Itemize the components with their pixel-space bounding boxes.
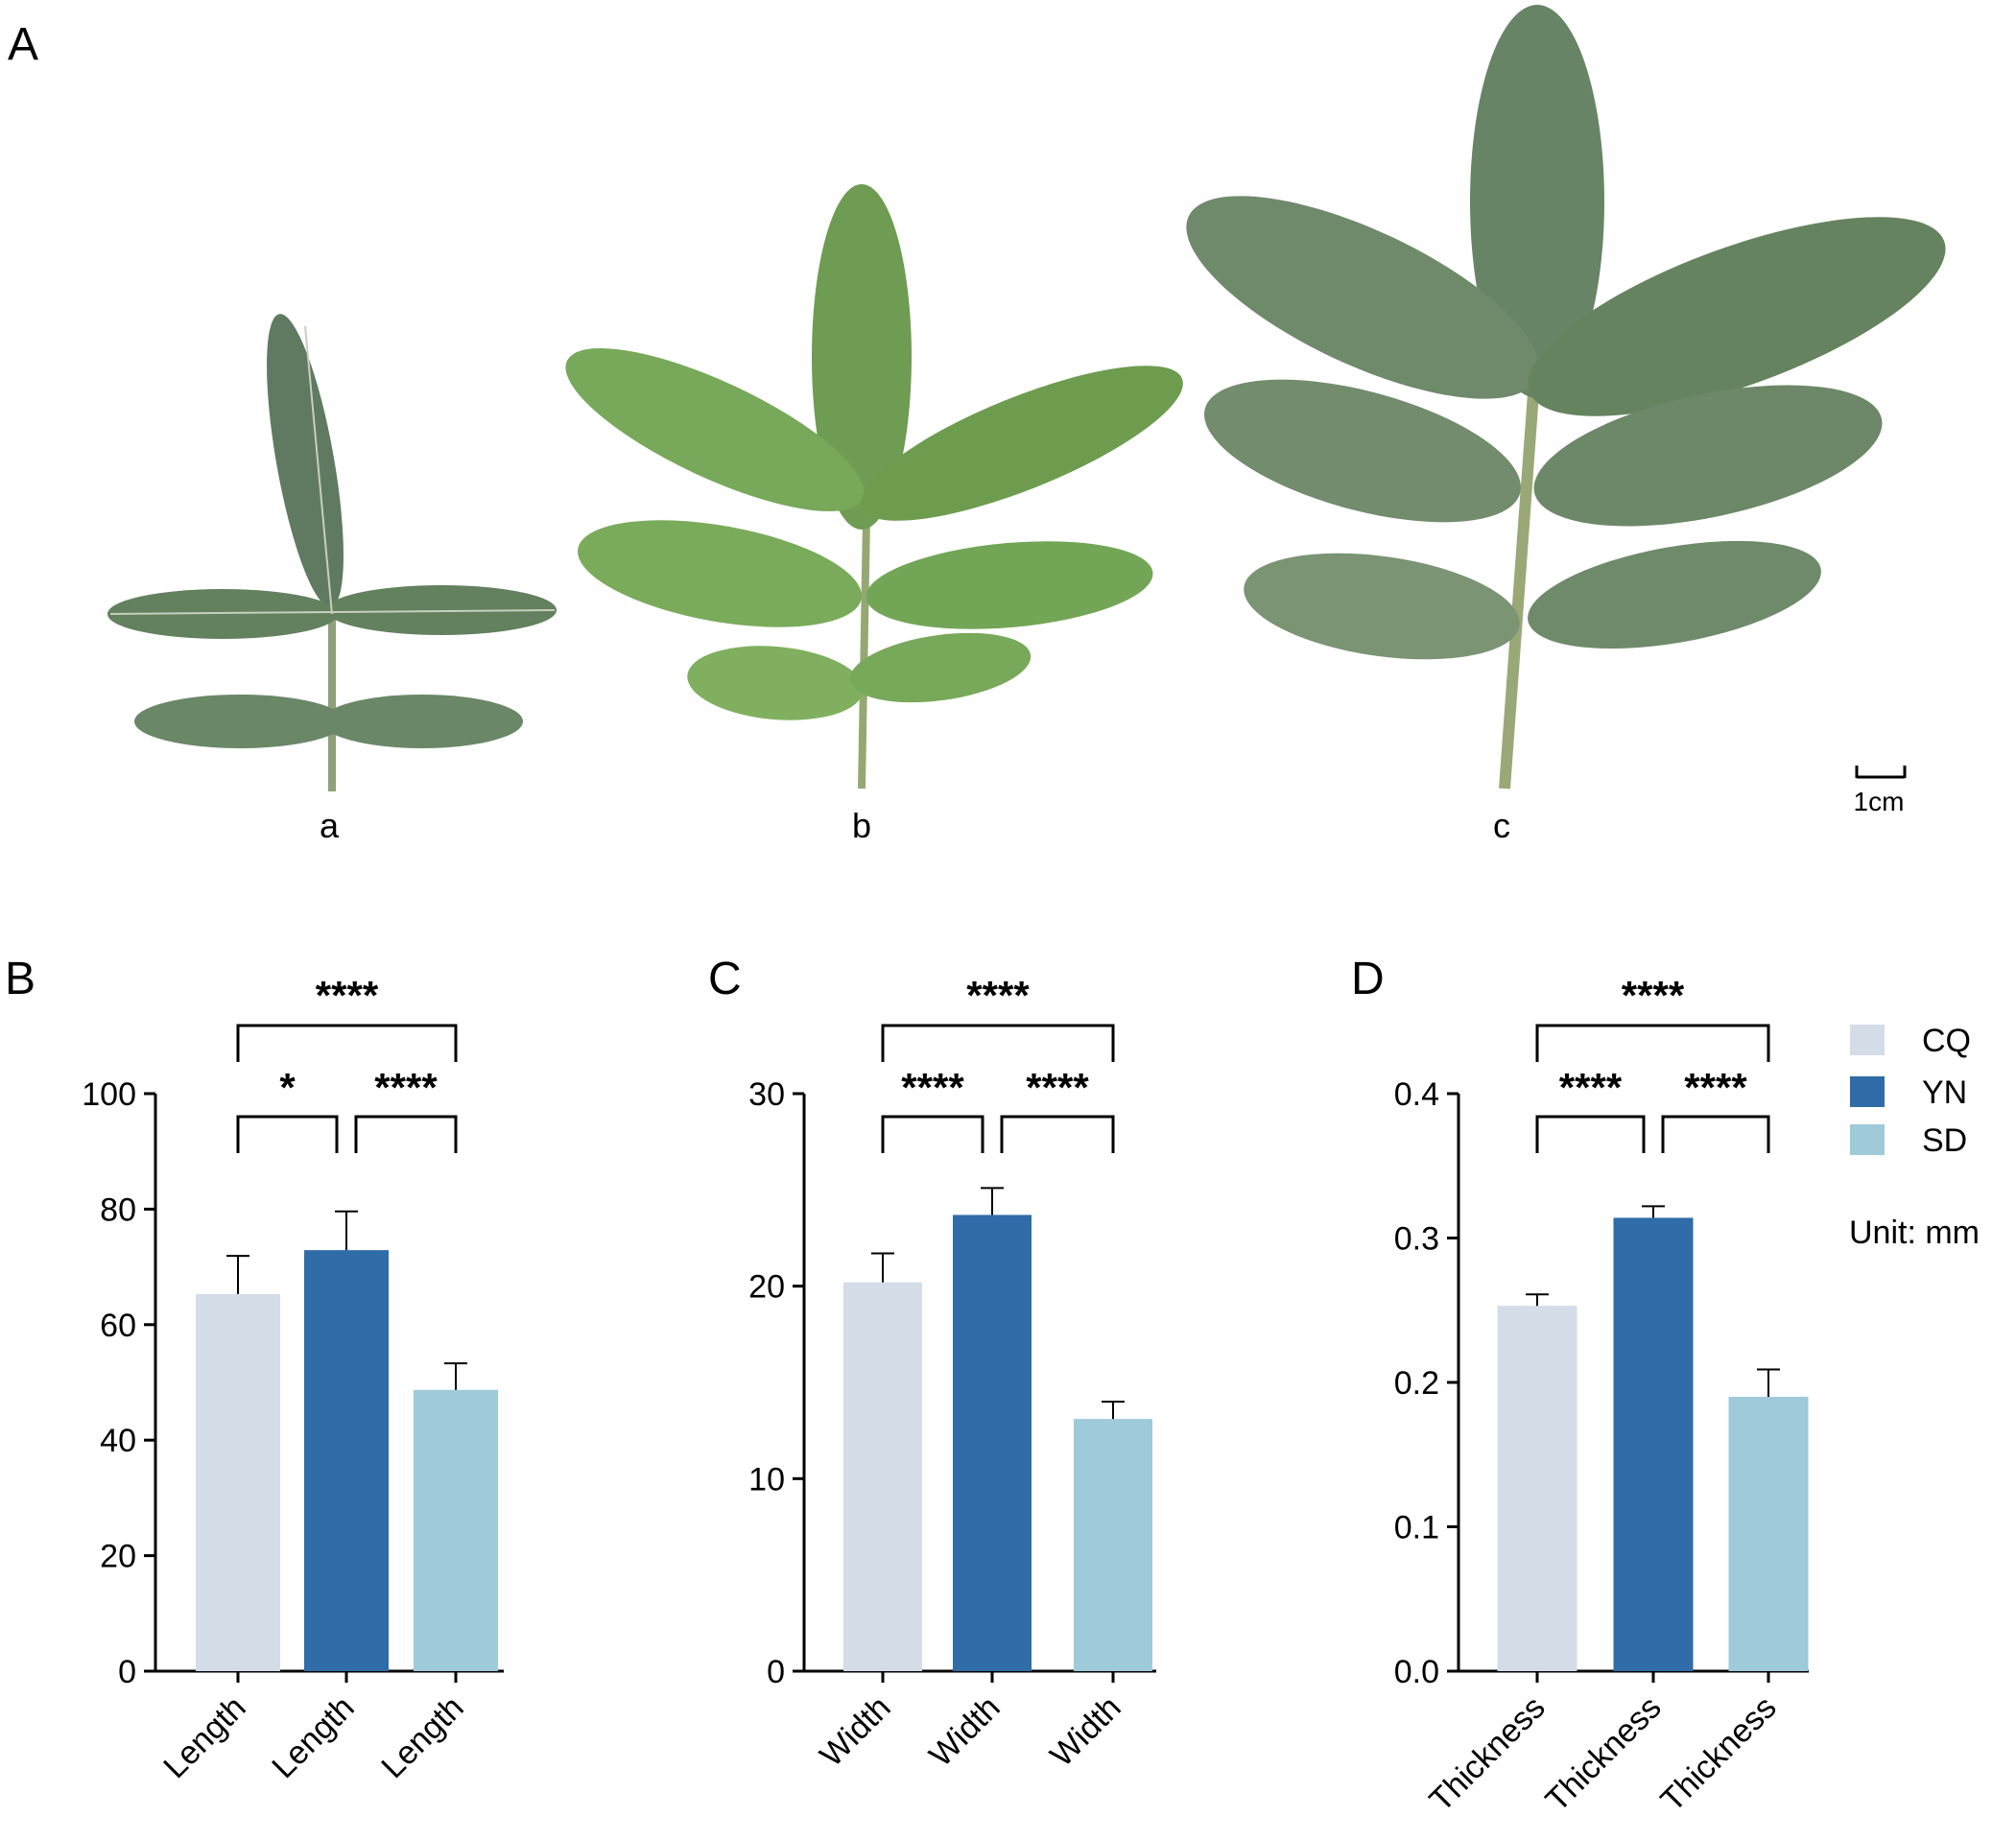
significance-label-c: ****	[901, 1065, 964, 1110]
significance-label-c: ****	[1026, 1065, 1089, 1110]
y-tick-label-d: 0.4	[1394, 1076, 1439, 1113]
leaf-b-leaflet-left-1	[565, 348, 865, 511]
y-tick-label-b: 40	[100, 1423, 136, 1459]
unit-label: Unit: mm	[1849, 1215, 1980, 1251]
y-tick-label-c: 30	[748, 1076, 785, 1113]
legend-swatch-cq	[1850, 1025, 1885, 1055]
significance-bracket-b	[236, 1024, 458, 1062]
leaf-label-c: c	[1493, 806, 1510, 845]
bar-d-sd	[1728, 1397, 1809, 1671]
legend-label-yn: YN	[1922, 1074, 1967, 1111]
leaf-a-leaflet-right-upper	[326, 585, 557, 635]
y-tick-label-b: 0	[118, 1654, 136, 1690]
x-tick-label-b: Length	[265, 1689, 361, 1785]
x-tick-label-d: Thickness	[1539, 1689, 1669, 1819]
leaf-c-leaflet-top	[1470, 5, 1604, 398]
panel-a: A a b	[8, 5, 1946, 845]
significance-bracket-d	[1535, 1115, 1646, 1153]
significance-bracket-d	[1535, 1024, 1770, 1062]
x-tick-label-d: Thickness	[1654, 1689, 1784, 1819]
significance-label-c: ****	[966, 973, 1030, 1018]
leaf-b-leaflet-right-1	[861, 366, 1183, 521]
leaf-c-leaflet-left-1	[1186, 196, 1539, 399]
chart-panel-c: C 0 10 20 30 Width Width Width **** **** ****	[708, 954, 1156, 1774]
bar-c-yn	[953, 1215, 1032, 1671]
y-tick-label-c: 20	[748, 1269, 785, 1306]
leaf-a-leaflet-right-lower	[321, 695, 523, 748]
chart-panel-d: D0.00.10.20.30.4ThicknessThicknessThickn…	[1351, 954, 1809, 1819]
y-tick-label-c: 10	[748, 1461, 785, 1498]
significance-label-b: *	[279, 1065, 296, 1110]
y-tick-label-c: 0	[767, 1654, 785, 1690]
leaf-b-leaflet-left-2	[578, 520, 862, 627]
bar-b-yn	[304, 1250, 389, 1671]
leaf-a-leaflet-left-upper	[107, 589, 338, 639]
bar-c-sd	[1074, 1419, 1152, 1671]
y-tick-label-b: 80	[100, 1191, 136, 1228]
x-tick-label-c: Width	[1043, 1689, 1127, 1774]
leaf-b-stem	[858, 517, 870, 790]
panel-c-label: C	[708, 954, 742, 1004]
leaf-label-a: a	[320, 806, 340, 845]
y-tick-label-d: 0.1	[1394, 1510, 1439, 1546]
significance-bracket-c	[1000, 1115, 1115, 1153]
leaf-image-a	[107, 314, 557, 791]
leaf-image-b	[565, 184, 1183, 790]
leaf-image-c	[1186, 5, 1946, 790]
leaf-b-leaflet-left-3	[687, 646, 864, 720]
significance-label-d: ****	[1559, 1065, 1623, 1110]
legend-swatch-yn	[1850, 1076, 1885, 1107]
panel-a-label: A	[8, 19, 38, 70]
bar-c-cq	[843, 1282, 922, 1671]
legend-label-cq: CQ	[1922, 1023, 1971, 1059]
leaf-c-leaflet-left-2	[1204, 379, 1521, 523]
significance-bracket-b	[236, 1115, 339, 1153]
significance-bracket-c	[881, 1115, 984, 1153]
scale-bar-label: 1cm	[1854, 787, 1905, 816]
bar-d-cq	[1497, 1306, 1577, 1671]
significance-bracket-c	[881, 1024, 1115, 1062]
x-tick-label-b: Length	[374, 1689, 470, 1785]
leaf-b-leaflet-right-2	[866, 541, 1153, 629]
y-tick-label-d: 0.0	[1394, 1654, 1439, 1690]
leaf-c-leaflet-right-1	[1528, 217, 1946, 416]
leaf-a-leaflet-top	[267, 314, 344, 607]
leaf-label-b: b	[852, 806, 871, 845]
leaf-b-leaflet-top	[812, 184, 912, 530]
panel-b-label: B	[5, 954, 36, 1004]
bar-b-sd	[414, 1389, 498, 1671]
leaf-c-leaflet-right-2	[1533, 385, 1883, 527]
significance-bracket-b	[354, 1115, 458, 1153]
significance-label-b: ****	[316, 973, 379, 1018]
significance-label-d: ****	[1622, 973, 1685, 1018]
significance-bracket-d	[1661, 1115, 1770, 1153]
scale-bar	[1855, 766, 1907, 779]
y-tick-label-b: 100	[82, 1076, 136, 1113]
significance-label-d: ****	[1684, 1065, 1747, 1110]
y-tick-label-d: 0.2	[1394, 1365, 1439, 1402]
y-tick-label-b: 60	[100, 1308, 136, 1344]
x-tick-label-d: Thickness	[1423, 1689, 1553, 1819]
x-tick-label-c: Width	[922, 1689, 1007, 1774]
legend-label-sd: SD	[1922, 1122, 1967, 1159]
y-tick-label-b: 20	[100, 1539, 136, 1575]
y-tick-label-d: 0.3	[1394, 1221, 1439, 1258]
leaf-c-leaflet-right-3	[1528, 540, 1821, 649]
significance-label-b: ****	[374, 1065, 438, 1110]
legend: CQ YN SD Unit: mm	[1849, 1023, 1980, 1251]
x-tick-label-b: Length	[156, 1689, 252, 1785]
leaf-a-leaflet-left-lower	[134, 695, 345, 748]
leaf-c-leaflet-left-3	[1244, 553, 1520, 660]
leaf-c-stem	[1499, 392, 1539, 790]
panel-d-label: D	[1351, 954, 1385, 1004]
x-tick-label-c: Width	[813, 1689, 897, 1774]
leaf-b-leaflet-right-3	[849, 632, 1032, 703]
bar-b-cq	[196, 1293, 280, 1671]
bar-d-yn	[1613, 1217, 1694, 1671]
legend-swatch-sd	[1850, 1124, 1885, 1155]
